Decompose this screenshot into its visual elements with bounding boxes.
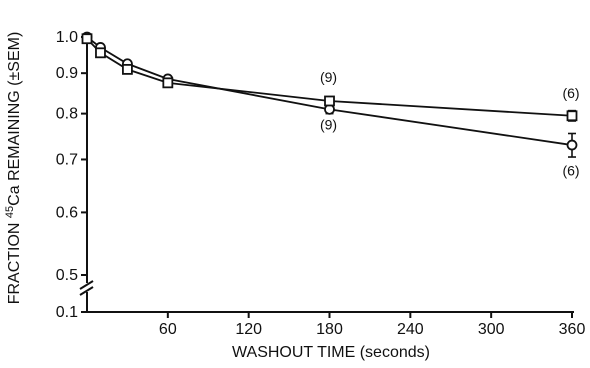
series [81, 31, 578, 158]
x-axis-label: WASHOUT TIME (seconds) [232, 344, 430, 361]
data-point-square [95, 47, 106, 59]
y-ticks: 1.0 0.9 0.8 0.7 0.6 0.5 0.1 [56, 29, 87, 321]
x-tick-label: 180 [316, 321, 343, 338]
x-tick-label: 240 [397, 321, 424, 338]
n-count-label: (6) [562, 85, 579, 101]
y-tick-label: 0.5 [56, 267, 78, 284]
y-tick-label: 1.0 [56, 29, 78, 46]
series-circle [81, 31, 578, 158]
data-point-circle [566, 139, 578, 151]
y-axis-label-prefix: FRACTION [6, 218, 23, 304]
y-axis-label-suffix: Ca REMAINING (±SEM) [6, 32, 23, 206]
y-axis-break-slash [79, 280, 94, 290]
n-count-label: (9) [320, 117, 337, 133]
data-point-square [566, 110, 578, 122]
x-tick-label: 120 [235, 321, 262, 338]
x-ticks: 60 120 180 240 300 360 [159, 312, 586, 338]
data-point-square [81, 33, 93, 45]
n-count-label: (9) [320, 69, 337, 85]
y-tick-label: 0.9 [56, 65, 78, 82]
data-point-square [324, 95, 335, 107]
x-tick-label: 300 [478, 321, 505, 338]
data-point-square [122, 63, 133, 75]
n-count-label: (6) [562, 162, 579, 178]
y-axis-break-slash [79, 286, 94, 296]
y-axis-break-gap [81, 283, 93, 292]
y-tick-label: 0.6 [56, 204, 78, 221]
x-tick-label: 60 [159, 321, 177, 338]
annotations: (9) (9) (6) (6) [320, 69, 580, 178]
series-square [81, 33, 578, 122]
data-point-square [162, 77, 174, 89]
y-tick-label: 0.1 [56, 304, 78, 321]
y-tick-label: 0.7 [56, 151, 78, 168]
x-tick-label: 360 [559, 321, 586, 338]
y-axis-label-superscript: 45 [4, 206, 16, 218]
y-axis-break [79, 280, 94, 296]
y-axis-label: FRACTION 45Ca REMAINING (±SEM) [4, 32, 23, 305]
y-tick-label: 0.8 [56, 106, 78, 123]
